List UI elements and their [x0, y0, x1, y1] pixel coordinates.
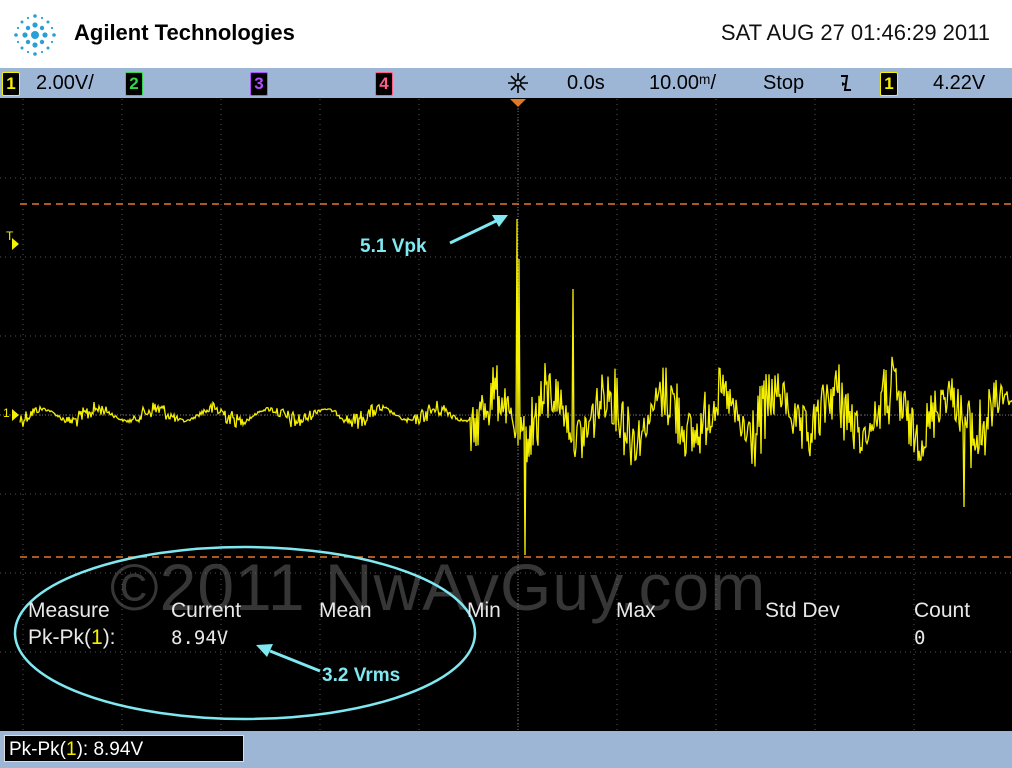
trigger-position-marker [510, 99, 526, 107]
readout-prefix: Pk-Pk( [9, 739, 66, 760]
measurement-highlight-ellipse [13, 545, 477, 721]
std-dev-header: Std Dev [765, 599, 840, 622]
waveform-display: ©2011 NwAvGuy.com T 1 5.1 Vpk 3.2 Vrms M… [0, 99, 1012, 731]
date-time: SAT AUG 27 01:46:29 2011 [720, 20, 990, 45]
count-header: Count [914, 599, 971, 622]
min-header: Min [467, 599, 501, 622]
channel-1-ground-arrow [12, 409, 19, 421]
measurement-count-value: 0 [914, 627, 926, 649]
agilent-spark-logo [14, 14, 56, 56]
rms-annotation: 3.2 Vrms [322, 665, 401, 686]
mean-header: Mean [319, 599, 372, 622]
channel-1-scale[interactable]: 2.00V/ [36, 72, 94, 94]
peak-callout-arrow [449, 215, 508, 245]
falling-edge-icon [841, 75, 851, 91]
measurement-channel: 1 [91, 626, 103, 649]
peak-annotation: 5.1 Vpk [360, 236, 427, 257]
measurement-current-value: 8.94V [171, 627, 229, 649]
measurement-name: Pk-Pk(1): [28, 626, 116, 650]
readout-suffix: ): 8.94V [76, 739, 144, 760]
measure-header: Measure [28, 599, 110, 622]
horizontal-delay[interactable]: 0.0s [567, 72, 605, 94]
measurement-name-prefix: Pk-Pk( [28, 626, 91, 649]
current-header: Current [171, 599, 242, 622]
rms-callout-arrow [256, 644, 321, 673]
acquisition-spark-icon [508, 73, 528, 93]
trigger-level[interactable]: 4.22V [933, 72, 986, 94]
header: Agilent Technologies SAT AUG 27 01:46:29… [0, 0, 1012, 68]
channel-1-button[interactable]: 1 [2, 72, 20, 96]
run-state[interactable]: Stop [763, 72, 805, 94]
status-bar: 1 2.00V/ 2 3 4 0.0s 10.00ᵐ/ Stop 1 4.22V [0, 68, 1012, 98]
max-header: Max [616, 599, 656, 622]
trigger-level-arrow [12, 238, 19, 250]
measurement-readout[interactable]: Pk-Pk(1): 8.94V [4, 735, 244, 762]
channel-2-button[interactable]: 2 [125, 72, 143, 96]
trigger-source-button[interactable]: 1 [880, 72, 898, 96]
channel-1-marker: 1 [3, 406, 10, 420]
channel-3-button[interactable]: 3 [250, 72, 268, 96]
readout-channel: 1 [66, 739, 77, 760]
channel-4-button[interactable]: 4 [375, 72, 393, 96]
channel-1-trace [19, 218, 1012, 556]
trace-overlay [12, 99, 1012, 721]
measurement-name-suffix: ): [102, 626, 116, 649]
brand-name: Agilent Technologies [74, 20, 295, 45]
softkey-bar: Pk-Pk(1): 8.94V [0, 731, 1012, 768]
timebase[interactable]: 10.00ᵐ/ [649, 72, 717, 94]
trigger-level-marker: T [6, 229, 14, 243]
